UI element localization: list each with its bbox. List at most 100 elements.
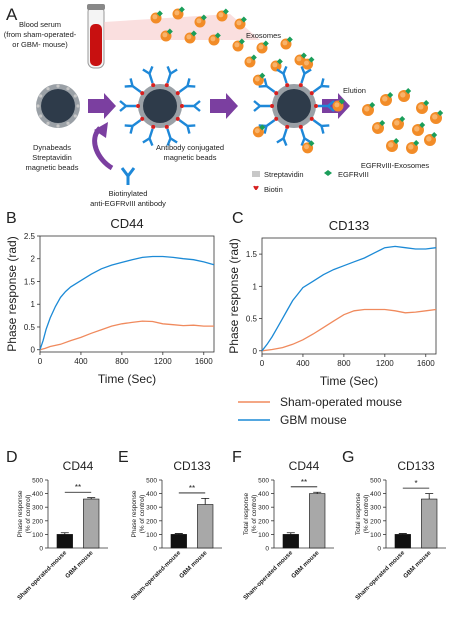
biotin-icon: [180, 104, 184, 108]
biotin-icon: [309, 116, 314, 121]
exosome-icon: [194, 14, 207, 28]
antibody-icon: [124, 78, 142, 93]
biotin-icon: [140, 91, 145, 96]
line-chart-cd133: CD133 0 400 800 1200 1600 0 0.5 1 1.5 Time (Sec) Ph…: [227, 218, 437, 388]
exosome-icon: [160, 28, 173, 42]
y-tick-label: 100: [258, 532, 269, 539]
biotin-icon: [164, 83, 169, 88]
antibody-icon: [119, 100, 136, 112]
significance-label: **: [75, 483, 81, 492]
panel-d-letter: D: [6, 449, 18, 466]
y-axis-label: Total response: [243, 492, 250, 535]
serum-tube-icon: [87, 4, 105, 69]
y-tick-label: 0: [253, 347, 258, 356]
x-tick-label: 1600: [417, 359, 435, 368]
y-axis-label: Phase response: [17, 490, 24, 537]
y-tick-label: 200: [258, 518, 269, 525]
y-tick-label: 500: [370, 478, 381, 485]
chart-title: CD133: [329, 218, 369, 233]
egfrviii-exosomes-icon: [362, 88, 444, 154]
x-category-label: Sham-operated-mouse: [130, 549, 183, 602]
chart-title: CD133: [397, 459, 435, 473]
y-tick-label: 300: [370, 505, 381, 512]
error-bar: [60, 532, 69, 535]
y-axis-label: Phase response (rad): [5, 236, 19, 351]
panel-f-letter: F: [232, 449, 242, 466]
y-tick-label: 2: [31, 255, 36, 264]
antibody-icon: [258, 78, 276, 93]
chart-title: CD44: [289, 459, 320, 473]
error-bar: [398, 533, 407, 535]
beads-label-line3: magnetic beads: [26, 163, 79, 172]
bar: [56, 534, 73, 549]
antibody-label-line2: anti-EGFRvIII antibody: [90, 199, 166, 208]
y-tick-label: 400: [146, 491, 157, 498]
biotin-icon: [314, 104, 318, 108]
x-category-label: GBM mouse: [290, 549, 321, 580]
x-tick-label: 0: [38, 357, 43, 366]
biotin-icon: [136, 104, 140, 108]
egfrviii-exosome-icon: [386, 138, 400, 152]
biotin-legend-label: Biotin: [264, 185, 283, 194]
error-bar: [425, 493, 434, 500]
x-category-label: Sham-operated mouse: [354, 549, 407, 602]
panel-g-letter: G: [342, 449, 354, 466]
biotin-icon: [151, 83, 156, 88]
biotin-icon: [298, 124, 303, 129]
antibody-label-line1: Biotinylated: [109, 189, 148, 198]
exosome-icon: [208, 32, 221, 46]
series-line: [39, 255, 215, 350]
antibody-conjugated-bead-icon: [119, 65, 201, 147]
error-bar: [174, 533, 183, 535]
y-axis-label: (% of control): [25, 495, 32, 534]
antibody-icon: [312, 78, 330, 93]
antibody-icon: [166, 65, 178, 84]
y-tick-label: 0: [377, 546, 381, 553]
biotin-icon: [140, 116, 145, 121]
exosome-cloud: [150, 6, 307, 72]
product-label: EGFRvIII-Exosomes: [361, 161, 430, 170]
y-tick-label: 200: [146, 518, 157, 525]
biotin-icon: [309, 91, 314, 96]
y-axis-label: Phase response (rad): [227, 238, 241, 353]
y-tick-label: 0: [153, 546, 157, 553]
bar: [421, 498, 438, 549]
significance-label: **: [189, 484, 195, 493]
dynabead-icon: [36, 84, 80, 128]
antibody-icon: [253, 100, 270, 112]
y-tick-label: 0.5: [246, 315, 258, 324]
bead-core: [143, 89, 177, 123]
y-tick-label: 0.5: [24, 323, 36, 332]
captured-exosome-icon: [332, 98, 345, 112]
y-tick-label: 200: [32, 518, 43, 525]
antibody-icon: [142, 65, 154, 84]
conjugated-label-line1: Antibody conjugated: [156, 143, 224, 152]
captured-exosome-bead-icon: [252, 56, 345, 154]
antibody-icon: [166, 128, 178, 147]
panel-b-letter: B: [6, 210, 17, 227]
bar-chart-g: CD133 0 100 200 300 400 500 Total response (% of…: [354, 459, 446, 602]
line-chart-cd44: CD44 0 400 800 1200 1600 0 0.5 1 1.5 2 2.5 Time (Sec…: [5, 216, 215, 386]
biotin-legend-swatch: [253, 185, 259, 190]
x-axis-label: Time (Sec): [320, 374, 378, 388]
egfrviii-legend-swatch: [324, 170, 332, 176]
x-tick-label: 400: [296, 359, 310, 368]
x-tick-label: 400: [74, 357, 88, 366]
y-tick-label: 500: [146, 478, 157, 485]
free-antibody-icon: [120, 167, 136, 185]
egfrviii-exosome-icon: [362, 102, 376, 116]
antibody-icon: [124, 119, 142, 134]
exosome-icon: [232, 38, 245, 52]
significance-label: *: [414, 479, 417, 488]
exosome-icon: [216, 8, 229, 22]
panel-a-letter: A: [6, 5, 18, 24]
y-axis-label: Phase response: [131, 490, 138, 537]
streptavidin-legend-swatch: [252, 171, 260, 177]
y-axis-label: Total response: [355, 492, 362, 535]
x-tick-label: 0: [260, 359, 265, 368]
captured-exosome-icon: [302, 56, 315, 70]
arrow-2-icon: [210, 93, 238, 119]
chart-title: CD133: [173, 459, 211, 473]
y-tick-label: 1.5: [24, 277, 36, 286]
y-tick-label: 1: [31, 300, 36, 309]
